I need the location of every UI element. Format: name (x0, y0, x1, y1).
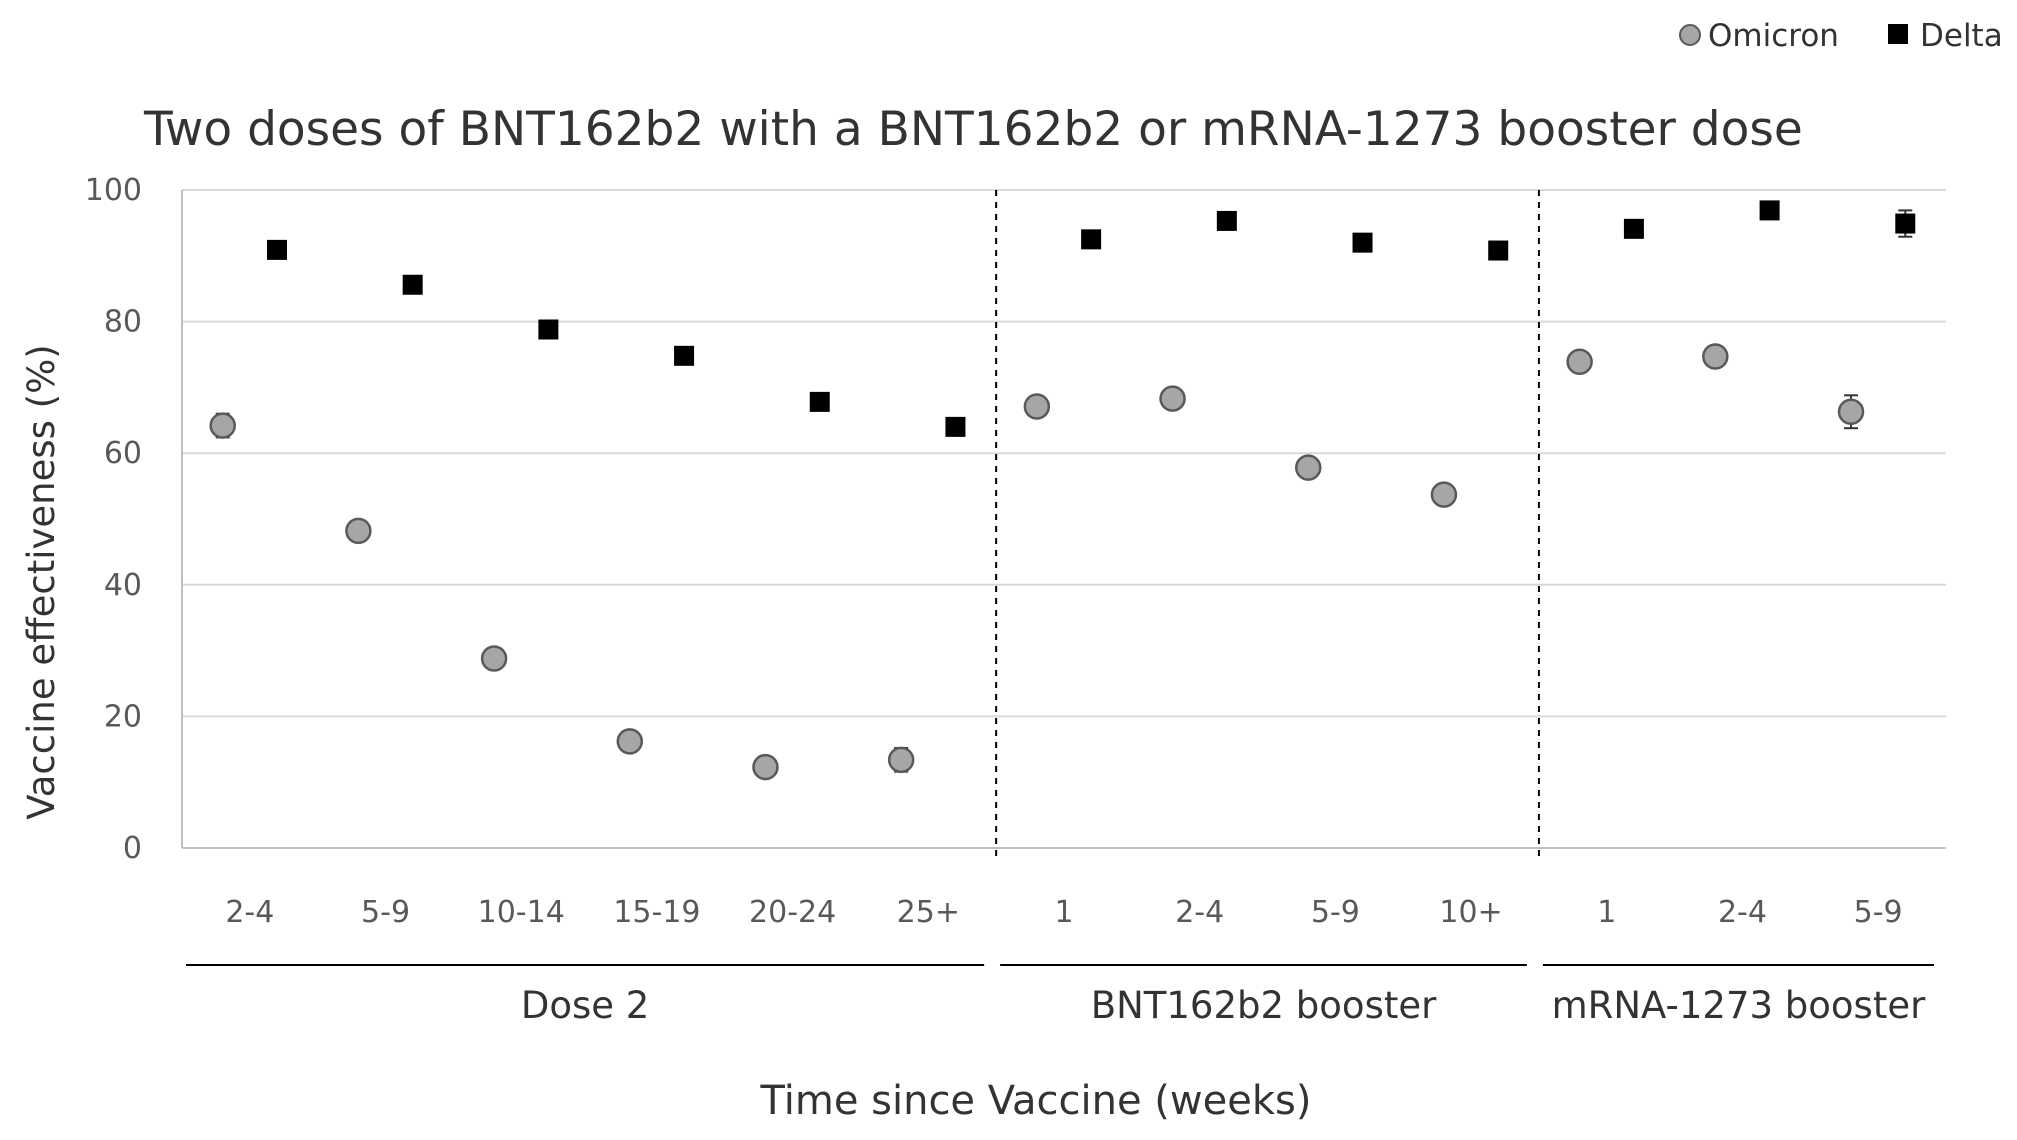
x-tick-label: 2-4 (1718, 895, 1767, 930)
omicron-point (1430, 481, 1458, 508)
omicron-point (887, 746, 915, 774)
y-tick-label: 0 (123, 831, 142, 866)
x-tick-label: 10-14 (478, 895, 565, 930)
x-axis-label: Time since Vaccine (weeks) (760, 1078, 1312, 1124)
omicron-point (616, 728, 644, 755)
group-dividers (995, 190, 1540, 860)
y-axis-label: Vaccine effectiveness (%) (20, 344, 63, 819)
group-label: Dose 2 (521, 984, 649, 1027)
omicron-point (1837, 398, 1865, 425)
delta-point (1488, 240, 1509, 261)
data-points (209, 200, 1916, 781)
delta-point (945, 416, 966, 437)
delta-point (402, 274, 423, 295)
x-tick-label: 5-9 (1311, 895, 1360, 930)
y-tick-label: 100 (85, 173, 142, 208)
group-brackets: Dose 2 BNT162b2 booster mRNA-1273 booster (186, 964, 1934, 1027)
x-axis-ticks: 2-4 5-9 10-14 15-19 20-24 25+ 1 2-4 5-9 10+ 1 2-4 5-… (225, 895, 1902, 930)
x-tick-label: 15-19 (613, 895, 700, 930)
x-tick-label: 1 (1597, 895, 1616, 930)
delta-point (809, 391, 830, 412)
y-tick-label: 20 (104, 699, 142, 734)
x-tick-label: 2-4 (225, 895, 274, 930)
omicron-point (480, 645, 508, 672)
legend-delta-label: Delta (1920, 18, 2003, 54)
omicron-point (752, 753, 779, 781)
delta-point (266, 239, 287, 260)
chart-title: Two doses of BNT162b2 with a BNT162b2 or… (143, 102, 1803, 157)
omicron-point (345, 517, 372, 545)
omicron-point (1294, 454, 1322, 481)
x-tick-label: 10+ (1439, 895, 1502, 930)
legend-omicron-marker (1679, 24, 1701, 46)
y-tick-label: 80 (104, 305, 142, 340)
omicron-point (1702, 343, 1729, 370)
legend: Omicron Delta (1679, 18, 2003, 54)
legend-omicron-label: Omicron (1708, 18, 1839, 54)
legend-delta-marker (1888, 24, 1908, 44)
delta-point (1895, 213, 1916, 234)
delta-point (1759, 200, 1780, 221)
gridlines (181, 189, 1946, 849)
group-label: mRNA-1273 booster (1552, 984, 1927, 1027)
omicron-point (1566, 348, 1593, 375)
delta-point (1352, 232, 1373, 253)
y-axis-ticks: 0 20 40 60 80 100 (85, 173, 142, 866)
x-tick-label: 5-9 (361, 895, 410, 930)
y-tick-label: 40 (104, 568, 142, 603)
omicron-point (1159, 385, 1186, 412)
delta-point (1623, 218, 1644, 239)
omicron-point (1023, 393, 1051, 420)
omicron-point (209, 412, 236, 439)
group-label: BNT162b2 booster (1091, 984, 1437, 1027)
x-tick-label: 1 (1054, 895, 1073, 930)
x-tick-label: 2-4 (1175, 895, 1224, 930)
delta-point (674, 345, 695, 366)
x-tick-label: 5-9 (1854, 895, 1903, 930)
y-tick-label: 60 (104, 436, 142, 471)
x-tick-label: 20-24 (749, 895, 836, 930)
delta-point (1081, 229, 1102, 250)
delta-point (538, 319, 559, 340)
delta-point (1216, 210, 1237, 231)
x-tick-label: 25+ (897, 895, 960, 930)
